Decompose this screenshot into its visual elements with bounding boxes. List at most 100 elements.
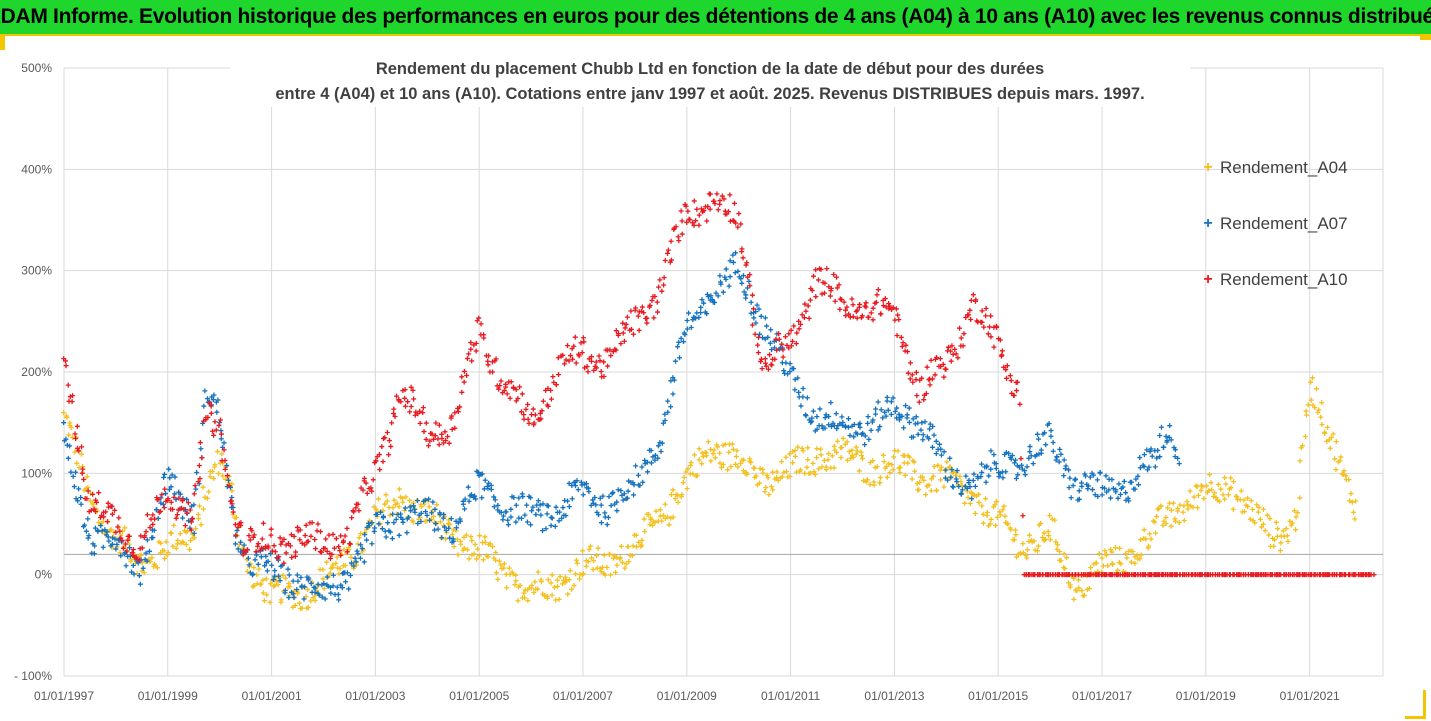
data-point bbox=[955, 355, 961, 361]
data-point bbox=[69, 399, 75, 405]
data-point bbox=[321, 581, 327, 587]
data-point bbox=[464, 356, 470, 362]
data-point bbox=[715, 444, 721, 450]
data-point bbox=[495, 502, 501, 508]
data-point bbox=[807, 470, 813, 476]
data-point bbox=[913, 369, 919, 375]
data-point bbox=[461, 368, 467, 374]
data-point bbox=[507, 395, 513, 401]
data-point bbox=[868, 427, 874, 433]
data-point bbox=[688, 460, 694, 466]
data-point bbox=[330, 562, 336, 568]
data-point bbox=[1138, 552, 1144, 558]
data-point bbox=[948, 358, 954, 364]
data-point bbox=[834, 426, 840, 432]
data-point bbox=[327, 570, 333, 576]
data-point bbox=[344, 525, 350, 531]
data-point bbox=[260, 577, 266, 583]
data-point bbox=[433, 420, 439, 426]
data-point bbox=[295, 578, 301, 584]
data-point bbox=[917, 479, 923, 485]
data-point bbox=[1264, 512, 1270, 518]
data-point bbox=[314, 528, 320, 534]
data-point bbox=[969, 496, 975, 502]
data-point bbox=[763, 363, 769, 369]
data-point bbox=[859, 453, 865, 459]
data-point bbox=[454, 536, 460, 542]
data-point bbox=[1011, 392, 1017, 398]
data-point bbox=[744, 471, 750, 477]
data-point bbox=[983, 313, 989, 319]
data-point bbox=[410, 387, 416, 393]
data-point bbox=[108, 527, 114, 533]
data-point bbox=[894, 405, 900, 411]
data-point bbox=[1013, 457, 1019, 463]
data-point bbox=[668, 378, 674, 384]
data-point bbox=[1163, 520, 1169, 526]
data-point bbox=[305, 587, 311, 593]
data-point bbox=[291, 595, 297, 601]
data-point bbox=[356, 535, 362, 541]
data-point bbox=[351, 509, 357, 515]
data-point bbox=[622, 565, 628, 571]
data-point bbox=[312, 585, 318, 591]
data-point bbox=[1278, 540, 1284, 546]
data-point bbox=[845, 424, 851, 430]
data-point bbox=[426, 504, 432, 510]
data-point bbox=[904, 412, 910, 418]
data-point bbox=[333, 536, 339, 542]
data-point bbox=[595, 545, 601, 551]
data-point bbox=[557, 509, 563, 515]
data-point bbox=[863, 304, 869, 310]
data-point bbox=[613, 328, 619, 334]
data-point bbox=[618, 543, 624, 549]
data-point bbox=[420, 405, 426, 411]
data-point bbox=[1322, 431, 1328, 437]
data-point bbox=[159, 492, 165, 498]
data-point bbox=[204, 495, 210, 501]
data-point bbox=[753, 473, 759, 479]
data-point bbox=[818, 446, 824, 452]
data-point bbox=[84, 474, 90, 480]
data-point bbox=[70, 393, 76, 399]
data-point bbox=[283, 575, 289, 581]
data-point bbox=[63, 358, 69, 364]
x-tick-label: 01/01/2017 bbox=[1072, 689, 1132, 703]
data-point bbox=[1153, 530, 1159, 536]
data-point bbox=[202, 388, 208, 394]
data-point bbox=[137, 557, 143, 563]
data-point bbox=[923, 492, 929, 498]
data-point bbox=[580, 571, 586, 577]
data-point bbox=[1027, 444, 1033, 450]
data-point bbox=[222, 457, 228, 463]
data-point bbox=[396, 532, 402, 538]
data-point bbox=[262, 563, 268, 569]
data-point bbox=[1262, 528, 1268, 534]
data-point bbox=[264, 592, 270, 598]
data-point bbox=[818, 266, 824, 272]
data-point bbox=[506, 565, 512, 571]
data-point bbox=[787, 473, 793, 479]
data-point bbox=[1267, 516, 1273, 522]
data-point bbox=[194, 469, 200, 475]
data-point bbox=[590, 567, 596, 573]
data-point bbox=[870, 458, 876, 464]
data-point bbox=[1032, 547, 1038, 553]
x-tick-label: 01/01/1997 bbox=[34, 689, 94, 703]
data-point bbox=[338, 552, 344, 558]
data-point bbox=[756, 306, 762, 312]
data-point bbox=[950, 484, 956, 490]
data-point bbox=[747, 456, 753, 462]
data-point bbox=[511, 385, 517, 391]
data-point bbox=[717, 450, 723, 456]
data-point bbox=[1208, 480, 1214, 486]
data-point bbox=[104, 519, 110, 525]
data-point bbox=[1289, 520, 1295, 526]
data-point bbox=[988, 448, 994, 454]
data-point bbox=[844, 457, 850, 463]
data-point bbox=[913, 377, 919, 383]
data-point bbox=[916, 487, 922, 493]
data-point bbox=[331, 545, 337, 551]
data-point bbox=[244, 547, 250, 553]
